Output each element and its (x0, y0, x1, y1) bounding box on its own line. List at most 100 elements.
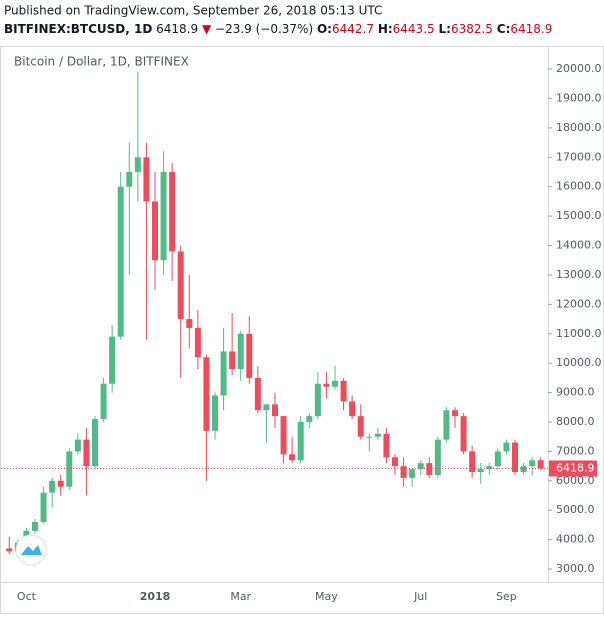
candle-body (83, 439, 90, 467)
candle-body (126, 172, 133, 187)
symbol: BITFINEX:BTCUSD, 1D (4, 22, 152, 36)
x-tick-label: Sep (496, 590, 517, 603)
candle-body (263, 404, 270, 411)
candle-body (357, 416, 364, 437)
candle-body (340, 380, 347, 402)
y-tick-label: 7000.0 (556, 444, 595, 457)
candle-body (100, 383, 107, 420)
candle-body (289, 454, 296, 461)
candle-body (212, 395, 218, 431)
x-tick-label: Jul (413, 590, 427, 603)
low-value: 6382.5 (451, 22, 493, 36)
close-value: 6418.9 (510, 22, 552, 36)
x-tick-label: May (315, 590, 338, 603)
candle-body (537, 460, 544, 469)
y-tick-label: 10000.0 (556, 356, 602, 369)
candle-body (443, 410, 450, 440)
y-tick-label: 5000.0 (556, 503, 595, 516)
candle-body (469, 451, 476, 472)
change: −23.9 (−0.37%) (215, 22, 313, 36)
arrow: ▼ (202, 22, 212, 36)
candle-body (460, 416, 467, 452)
candle-body (392, 457, 398, 467)
y-tick-label: 9000.0 (556, 386, 595, 399)
candle-body (246, 333, 253, 378)
candle-body (306, 416, 313, 422)
y-tick-label: 15000.0 (556, 209, 602, 222)
candle-body (160, 172, 167, 261)
candle-body (400, 466, 407, 478)
candle-body (366, 436, 373, 438)
high-label: H: (378, 22, 393, 36)
candle-body (272, 404, 278, 417)
y-tick-label: 17000.0 (556, 150, 602, 163)
candle-body (280, 416, 287, 455)
candle-body (503, 442, 510, 452)
logo-mark (21, 545, 42, 555)
candle-body (6, 548, 13, 552)
candle-body (452, 410, 458, 417)
chart-title: Bitcoin / Dollar, 1D, BITFINEX (14, 55, 189, 69)
y-tick-label: 20000.0 (556, 62, 602, 75)
candle-body (143, 157, 150, 202)
open-label: O: (317, 22, 332, 36)
candle-body (254, 377, 261, 411)
candle-body (323, 383, 330, 387)
candle-body (109, 336, 116, 384)
candle-body (203, 357, 210, 431)
y-tick-label: 8000.0 (556, 415, 595, 428)
candle-body (494, 451, 501, 467)
y-tick-label: 6000.0 (556, 474, 595, 487)
published-note: Published on TradingView.com, September … (4, 4, 382, 18)
candle-body (32, 522, 38, 531)
candle-body (194, 327, 201, 358)
candle-body (529, 460, 536, 467)
candle-body (57, 480, 64, 487)
candle-body (177, 251, 184, 320)
candle-body (477, 469, 484, 472)
candle-body (417, 463, 424, 470)
candle-body (237, 333, 244, 370)
close-label: C: (497, 22, 511, 36)
x-tick-label: Oct (17, 590, 37, 603)
low-label: L: (438, 22, 450, 36)
candle-body (229, 351, 236, 370)
y-tick-label: 19000.0 (556, 91, 602, 104)
y-tick-label: 3000.0 (556, 562, 595, 575)
candle-body (486, 466, 493, 470)
y-tick-label: 4000.0 (556, 533, 595, 546)
high-value: 6443.5 (393, 22, 435, 36)
candle-body (40, 492, 47, 522)
y-tick-label: 11000.0 (556, 327, 602, 340)
candle-body (426, 463, 433, 475)
candle-body (220, 351, 227, 396)
frame (0, 46, 604, 614)
candle-body (512, 442, 518, 472)
last-price-label: 6418.9 (556, 462, 595, 475)
ticker-line: BITFINEX:BTCUSD, 1D 6418.9 ▼ −23.9 (−0.3… (4, 22, 552, 36)
candle-body (520, 466, 527, 472)
candle-body (297, 422, 304, 461)
candle-body (409, 469, 416, 478)
candle-body (66, 451, 73, 487)
candle-body (134, 157, 141, 172)
candle-body (169, 172, 176, 252)
candle-body (332, 380, 338, 387)
candle-body (374, 433, 381, 437)
candle-body (349, 401, 356, 417)
candle-body (314, 383, 321, 417)
candle-body (74, 439, 81, 452)
candle-body (186, 319, 193, 328)
candle-body (383, 433, 390, 458)
y-tick-label: 14000.0 (556, 239, 602, 252)
x-tick-label: Mar (230, 590, 251, 603)
y-tick-label: 18000.0 (556, 121, 602, 134)
candle-body (434, 439, 441, 475)
x-tick-label: 2018 (140, 590, 171, 603)
plot (1, 72, 548, 555)
price: 6418.9 (156, 22, 198, 36)
candle-body (117, 186, 124, 337)
candle-body (92, 419, 98, 467)
